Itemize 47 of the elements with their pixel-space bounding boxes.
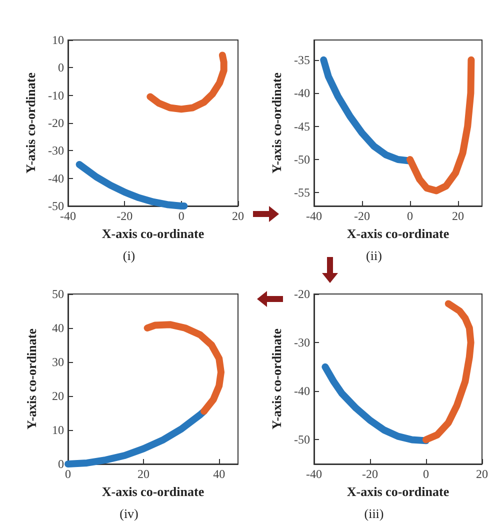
text: (ii) (366, 248, 382, 263)
y-tick-label: 20 (52, 389, 64, 403)
y-tick-label: -40 (48, 171, 64, 186)
x-tick-label: 40 (213, 467, 226, 481)
x-tick-label: 20 (476, 467, 488, 481)
y-tick-label: -55 (294, 186, 310, 200)
x-tick-label: -20 (354, 209, 370, 223)
x-tick-label: -20 (116, 209, 133, 223)
y-tick-label: 0 (58, 60, 64, 75)
y-axis-title: Y-axis co-ordinate (23, 72, 38, 174)
x-tick-label: -40 (306, 467, 322, 481)
y-tick-label: -50 (294, 152, 310, 167)
x-tick-label: 20 (138, 467, 150, 481)
text: (i) (122, 248, 136, 263)
y-tick-label: -40 (294, 384, 310, 398)
x-tick-label: 0 (423, 467, 429, 481)
text: (iii) (364, 506, 384, 521)
y-tick-label: 40 (52, 321, 64, 335)
y-tick-label: 10 (52, 33, 64, 47)
y-tick-label: -40 (294, 86, 310, 100)
y-axis-title: Y-axis co-ordinate (269, 72, 284, 174)
y-tick-label: -35 (294, 52, 310, 67)
y-tick-label: -20 (48, 116, 64, 130)
y-tick-label: -10 (48, 88, 64, 102)
x-axis-title: X-axis co-ordinate (102, 226, 204, 241)
y-tick-label: 0 (58, 457, 64, 471)
y-tick-label: 50 (52, 287, 64, 301)
x-tick-label: 0 (178, 209, 184, 223)
x-axis-title: X-axis co-ordinate (346, 484, 450, 499)
x-axis-title: X-axis co-ordinate (102, 484, 204, 499)
x-tick-label: 0 (407, 209, 413, 223)
y-tick-label: -20 (294, 287, 310, 301)
x-tick-label: -40 (306, 209, 322, 223)
y-tick-label: 10 (52, 423, 64, 437)
y-tick-label: -45 (294, 119, 310, 134)
y-tick-label: -30 (294, 336, 310, 350)
y-tick-label: -30 (48, 144, 64, 158)
x-tick-label: -20 (362, 467, 378, 481)
text: (iv) (120, 506, 138, 521)
y-axis-title: Y-axis co-ordinate (24, 328, 39, 430)
y-tick-label: 30 (52, 355, 64, 369)
x-tick-label: 20 (232, 209, 244, 223)
y-tick-label: -50 (48, 199, 64, 213)
y-axis-title: Y-axis co-ordinate (269, 328, 284, 430)
x-axis-title: X-axis co-ordinate (346, 226, 450, 241)
y-tick-label: -50 (294, 432, 310, 447)
x-tick-label: 20 (452, 209, 464, 223)
